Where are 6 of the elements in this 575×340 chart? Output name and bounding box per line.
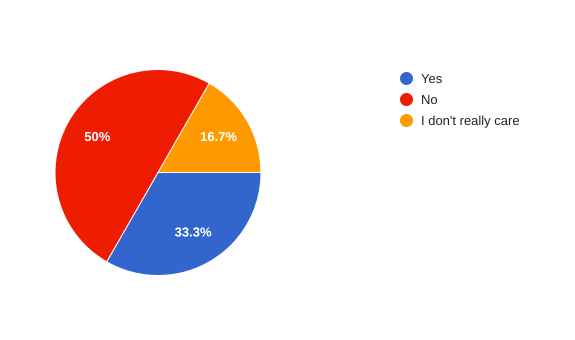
legend-label: Yes xyxy=(421,71,442,86)
data-label: 50% xyxy=(84,129,111,144)
legend-label: No xyxy=(421,92,438,107)
data-label: 33.3% xyxy=(174,224,212,240)
data-label: 16.7% xyxy=(200,128,238,144)
legend-label: I don't really care xyxy=(421,113,520,128)
